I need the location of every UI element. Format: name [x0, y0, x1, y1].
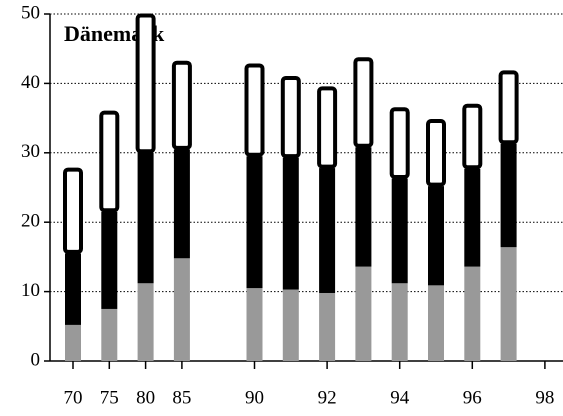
- bar-segment: [462, 103, 483, 170]
- bar-segment: [171, 60, 192, 150]
- bar-segment: [391, 283, 408, 361]
- y-tick-label: 50: [21, 2, 40, 23]
- bar-segment: [353, 57, 374, 148]
- y-tick-label: 40: [21, 72, 40, 93]
- x-tick-label: 94: [390, 387, 410, 408]
- bar-segment: [137, 283, 154, 361]
- bar-segment: [355, 147, 372, 267]
- bar-segment: [135, 13, 156, 154]
- x-tick-label: 92: [318, 387, 337, 408]
- x-tick-label: 96: [463, 387, 482, 408]
- y-tick-label: 0: [31, 349, 41, 370]
- x-tick-label: 90: [245, 387, 264, 408]
- bar-segment: [500, 247, 517, 361]
- bar-segment: [319, 292, 336, 361]
- bar-segment: [391, 178, 408, 284]
- bar-segment: [500, 143, 517, 248]
- bar-segment: [355, 266, 372, 361]
- bar-segment: [246, 288, 263, 361]
- bar-segment: [319, 168, 336, 293]
- bar-segment: [428, 285, 444, 361]
- bar-segment: [498, 70, 519, 145]
- bar-segment: [63, 167, 83, 254]
- bar-segment: [428, 186, 444, 286]
- bar-segment: [280, 75, 301, 159]
- bar-segment: [464, 266, 481, 361]
- x-tick-label: 80: [136, 387, 155, 408]
- x-tick-label: 70: [64, 387, 83, 408]
- x-tick-label: 98: [535, 387, 554, 408]
- y-tick-label: 30: [21, 141, 40, 162]
- bar-segment: [282, 157, 299, 290]
- bar-segment: [65, 324, 81, 361]
- bar-segment: [101, 211, 118, 309]
- bar-segment: [244, 63, 265, 157]
- y-tick-label: 20: [21, 211, 40, 232]
- bar-segment: [282, 289, 299, 361]
- bar-segment: [246, 156, 263, 289]
- bar-segment: [426, 118, 446, 187]
- bar-segment: [464, 168, 481, 267]
- x-tick-label: 85: [172, 387, 191, 408]
- bar-segment: [101, 308, 118, 361]
- bar-segment: [173, 258, 190, 361]
- bar-segment: [173, 149, 190, 259]
- bar-segment: [99, 110, 120, 213]
- bar-segment: [389, 107, 410, 179]
- x-tick-label: 75: [100, 387, 119, 408]
- bar-segment: [317, 86, 338, 169]
- y-tick-label: 10: [21, 280, 40, 301]
- bar-segment: [65, 253, 81, 325]
- bar-segment: [137, 152, 154, 284]
